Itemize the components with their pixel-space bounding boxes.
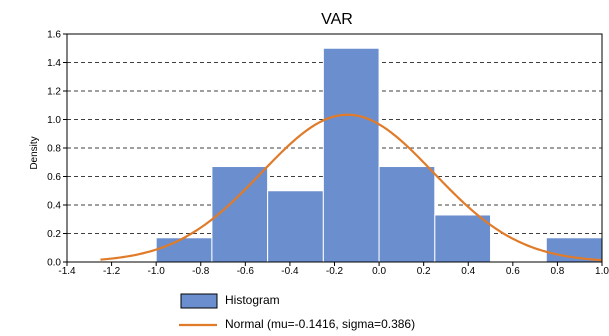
y-tick-label: 1.0	[47, 115, 61, 126]
x-tick-label: -0.2	[326, 266, 344, 277]
x-tick-label: -0.8	[192, 266, 210, 277]
x-tick-label: -0.6	[237, 266, 255, 277]
y-axis-label: Density	[29, 136, 40, 169]
y-tick-label: 1.4	[47, 58, 61, 69]
x-tick-label: 0.4	[461, 266, 475, 277]
x-tick-label: -0.4	[281, 266, 299, 277]
legend-label-normal: Normal (mu=-0.1416, sigma=0.386)	[225, 317, 415, 331]
y-tick-label: 1.2	[47, 87, 61, 98]
y-tick-label: 0.2	[47, 229, 61, 240]
y-tick-label: 0.0	[47, 258, 61, 269]
legend-label-histogram: Histogram	[225, 293, 280, 307]
x-tick-labels: -1.4 -1.2 -1.0 -0.8 -0.6 -0.4 -0.2 0.0 0.2 0.4 0.6…	[58, 262, 609, 277]
legend-swatch-histogram	[180, 293, 218, 309]
y-tick-label: 0.8	[47, 144, 61, 155]
histogram-bar	[267, 190, 324, 263]
x-tick-label: 1.0	[595, 266, 609, 277]
legend: Histogram Normal (mu=-0.1416, sigma=0.386…	[179, 293, 415, 331]
x-tick-label: -1.2	[103, 266, 121, 277]
normal-curve	[100, 113, 603, 262]
y-tick-label: 0.6	[47, 172, 61, 183]
y-tick-labels: 0.0 0.2 0.4 0.6 0.8 1.0 1.2 1.4 1.6	[47, 30, 67, 269]
x-tick-label: 0.0	[372, 266, 386, 277]
x-tick-label: 0.6	[506, 266, 520, 277]
x-tick-label: -1.0	[148, 266, 166, 277]
y-tick-label: 0.4	[47, 201, 61, 212]
normal-curve-line	[100, 113, 603, 262]
histogram-bar	[434, 214, 492, 263]
histogram-bar	[378, 166, 436, 263]
histogram-bar	[155, 237, 213, 263]
chart-title: VAR	[321, 11, 353, 28]
x-tick-label: -1.4	[58, 266, 76, 277]
histogram-bar	[322, 47, 380, 263]
y-tick-label: 1.6	[47, 30, 61, 41]
histogram-bars	[155, 47, 603, 263]
histogram-bar	[211, 166, 269, 263]
x-tick-label: 0.2	[417, 266, 431, 277]
x-tick-label: 0.8	[550, 266, 564, 277]
